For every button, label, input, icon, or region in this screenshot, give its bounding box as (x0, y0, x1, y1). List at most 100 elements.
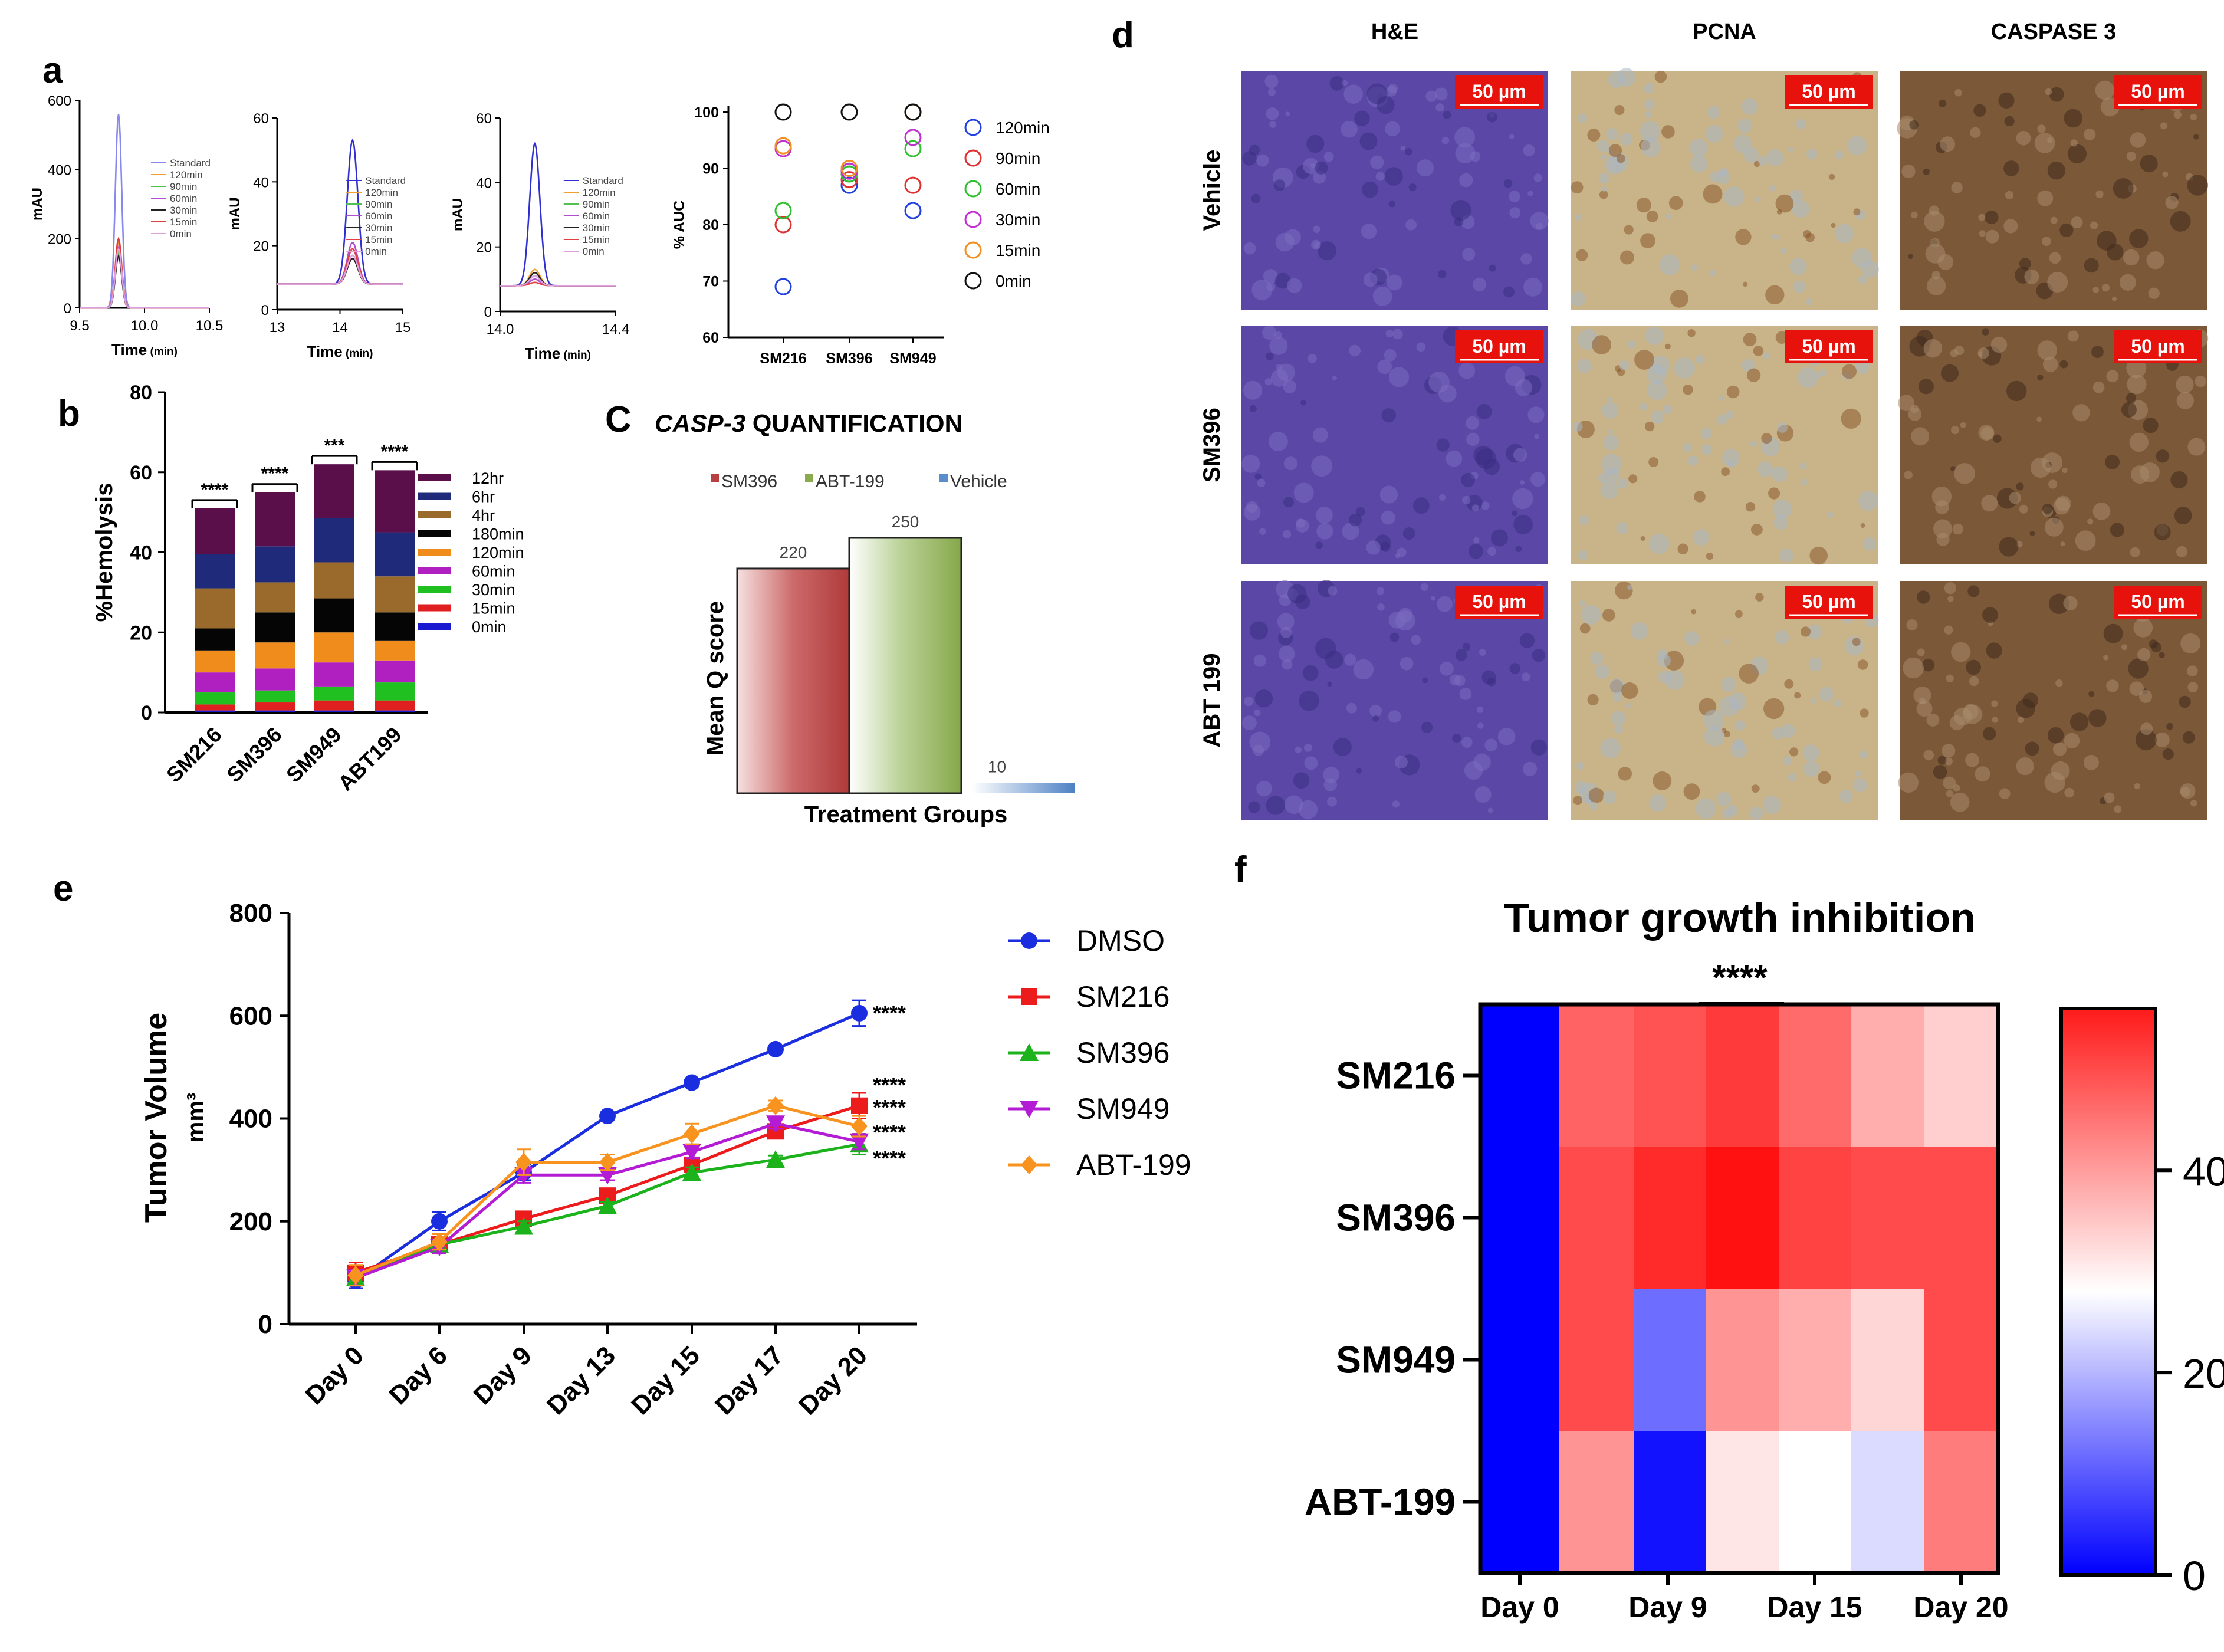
tissue-texture (1819, 687, 1834, 702)
tissue-texture (1661, 125, 1675, 139)
bar-segment-15min (195, 704, 235, 711)
tissue-texture (1721, 676, 1737, 692)
bar-segment-120min (195, 650, 235, 673)
tissue-texture (1858, 491, 1878, 511)
x-tick-label: SM396 (826, 350, 872, 367)
micrograph-ABT 199-PCNA: 50 µm (1571, 581, 1879, 820)
tissue-texture (1602, 609, 1615, 622)
tissue-texture (1753, 346, 1764, 356)
tissue-texture (1277, 613, 1295, 630)
x-tick-label: 14.0 (487, 321, 514, 337)
legend-label: DMSO (1076, 924, 1165, 957)
tissue-texture (1341, 120, 1358, 138)
legend-label: 60min (996, 180, 1040, 198)
tissue-texture (2106, 679, 2119, 692)
y-tick-label: 20 (130, 622, 152, 644)
tissue-texture (2019, 504, 2028, 514)
tissue-texture (2149, 639, 2158, 649)
legend-marker (964, 272, 982, 290)
bar-segment-180min (314, 598, 354, 633)
tissue-texture (1534, 433, 1539, 439)
bar-segment-12hr (195, 508, 235, 554)
tissue-texture (1950, 792, 1970, 812)
legend-swatch (418, 530, 451, 537)
tissue-texture (1269, 121, 1277, 128)
tissue-texture (2134, 783, 2140, 790)
tissue-texture (1436, 438, 1450, 452)
tissue-texture (1248, 801, 1260, 813)
tissue-texture (1796, 119, 1806, 130)
tissue-texture (1852, 248, 1872, 268)
tissue-texture (1523, 277, 1543, 297)
tissue-texture (2087, 518, 2094, 525)
tissue-texture (1724, 186, 1745, 207)
tissue-texture (1578, 113, 1588, 123)
x-axis-label: Time (min) (307, 343, 373, 360)
bar-segment-12hr (314, 464, 354, 518)
tissue-texture (2139, 689, 2153, 703)
x-tick-label: Day 0 (1480, 1591, 1559, 1624)
x-tick-label: Day 6 (383, 1341, 453, 1410)
bar-segment-60min (375, 660, 415, 683)
x-tick-label: 10.0 (131, 318, 159, 334)
y-axis-label: mAU (29, 188, 45, 221)
tissue-texture (1677, 543, 1688, 554)
tissue-texture (1377, 359, 1392, 375)
tissue-texture (1277, 363, 1296, 382)
tissue-texture (1917, 648, 1925, 656)
bar-segment-0min (314, 710, 354, 712)
trace-90min (80, 251, 209, 309)
legend-label: 30min (996, 211, 1040, 229)
data-point (599, 1108, 616, 1125)
tissue-texture (2170, 211, 2191, 232)
tissue-texture (1342, 523, 1359, 540)
tissue-texture (2050, 216, 2058, 224)
y-axis-label: Tumor Volume (139, 1013, 173, 1223)
legend-marker (1021, 1155, 1037, 1174)
bar-segment-6hr (255, 546, 295, 583)
tissue-texture (1742, 281, 1748, 287)
tissue-texture (1923, 750, 1934, 761)
micrograph-SM396-CASPASE 3: 50 µm (1898, 326, 2209, 564)
tissue-texture (1264, 74, 1279, 88)
panel-c-title-rest: QUANTIFICATION (745, 409, 962, 437)
legend-label: 90min (996, 149, 1040, 168)
y-tick-label: 60 (476, 111, 492, 127)
tissue-texture (2016, 757, 2034, 776)
tissue-texture (1947, 596, 1954, 602)
tissue-texture (1773, 499, 1792, 519)
data-point (851, 1116, 868, 1136)
tissue-texture (1512, 510, 1518, 517)
tissue-texture (1925, 244, 1946, 264)
x-axis-unit: (min) (560, 349, 591, 362)
tissue-texture (1931, 487, 1952, 507)
chromatogram-a2: 0 20 40 60 13 14 15 Time (min) mAU Standard120min… (227, 111, 410, 360)
bar-SM396 (736, 567, 850, 794)
tissue-texture (1587, 694, 1599, 705)
tissue-texture (1597, 140, 1609, 152)
x-tick-label: Day 15 (626, 1341, 705, 1420)
bar-segment-4hr (255, 582, 295, 613)
y-tick-label: 40 (130, 542, 152, 564)
trace-120min (500, 268, 616, 287)
tissue-texture (1405, 148, 1412, 156)
tissue-texture (1328, 586, 1338, 596)
tissue-texture (1595, 664, 1610, 679)
tissue-texture (1461, 737, 1473, 748)
tissue-texture (1954, 463, 1976, 484)
bar-segment-6hr (314, 518, 354, 563)
tissue-texture (2129, 432, 2149, 452)
y-tick-label: 60 (130, 462, 152, 484)
tissue-texture (1924, 211, 1945, 232)
tissue-texture (1703, 184, 1723, 204)
tissue-texture (1344, 653, 1356, 666)
tissue-texture (1628, 474, 1638, 484)
tissue-texture (1377, 587, 1385, 595)
tissue-texture (1462, 248, 1476, 261)
data-point (598, 1167, 617, 1185)
tissue-texture (1618, 767, 1632, 781)
tissue-texture (2070, 139, 2078, 147)
tissue-texture (2042, 503, 2053, 514)
y-tick-label: 200 (229, 1207, 272, 1236)
scale-bar-box (2114, 586, 2202, 619)
